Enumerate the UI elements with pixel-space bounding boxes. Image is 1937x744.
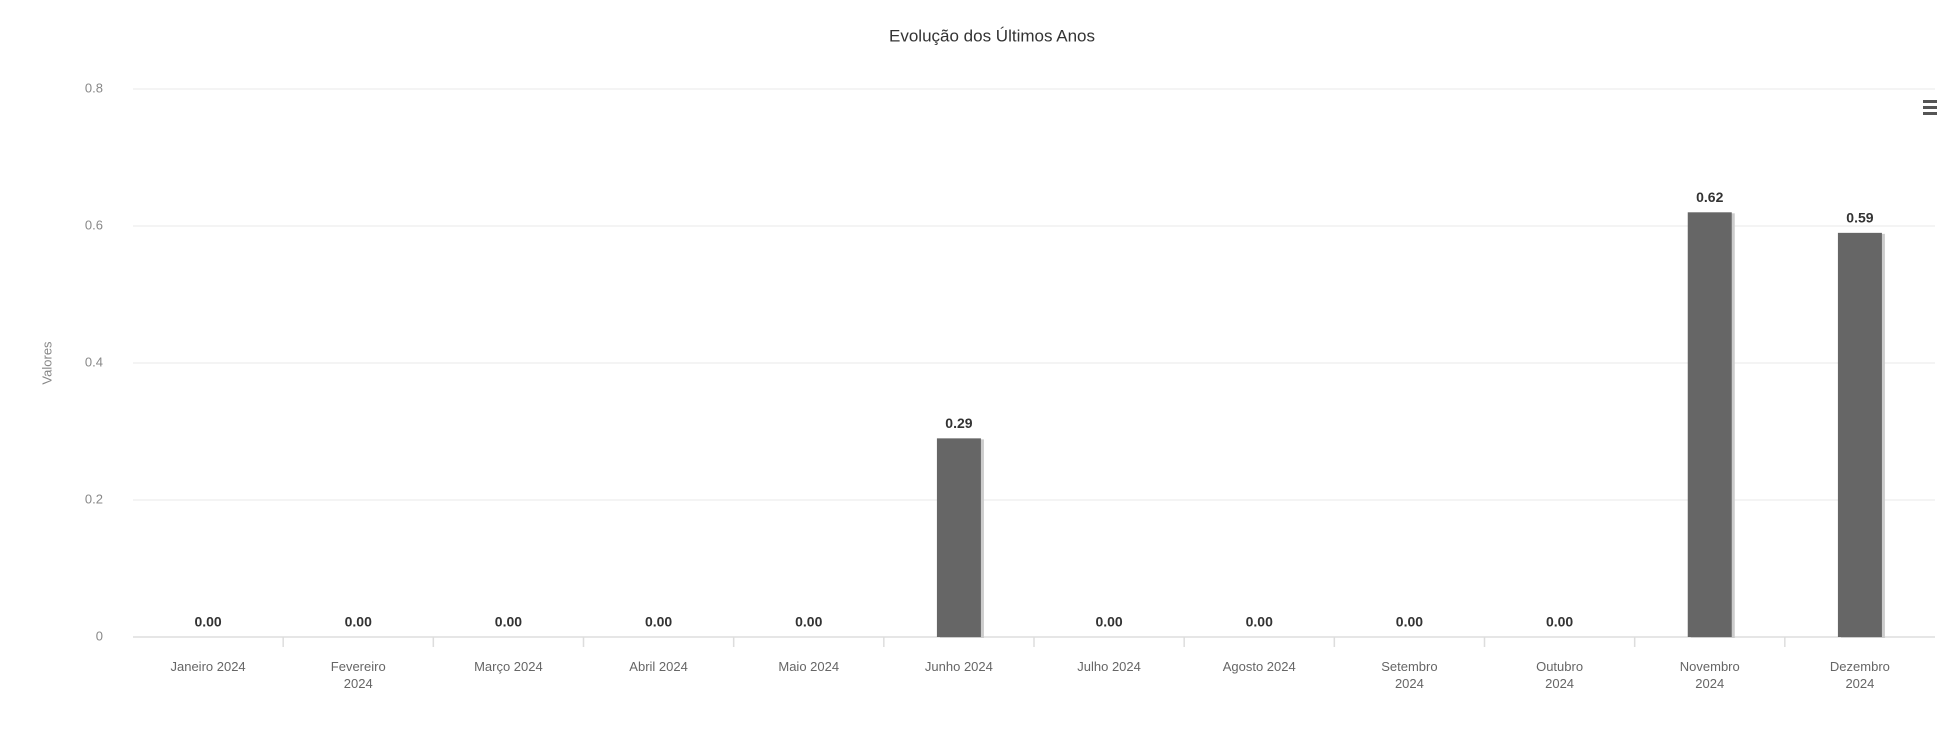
y-tick-label: 0 <box>96 628 103 643</box>
data-label: 0.00 <box>645 614 672 630</box>
x-tick-label: Janeiro 2024 <box>170 659 246 674</box>
bar <box>1837 232 1882 637</box>
x-tick-label: Abril 2024 <box>629 659 688 674</box>
x-tick-label: Novembro 2024 <box>1679 659 1740 691</box>
x-tick-label: Junho 2024 <box>924 659 993 674</box>
x-tick-label: Maio 2024 <box>778 659 840 674</box>
y-tick-label: 0.2 <box>85 491 103 506</box>
y-tick-label: 0.6 <box>85 217 103 232</box>
data-label: 0.00 <box>194 614 221 630</box>
x-tick-label: Outubro 2024 <box>1536 659 1584 691</box>
bar <box>1687 212 1732 638</box>
data-label: 0.59 <box>1846 210 1873 226</box>
y-tick-label: 0.4 <box>85 354 103 369</box>
data-label: 0.00 <box>1246 614 1273 630</box>
x-tick-label: Dezembro 2024 <box>1829 659 1890 691</box>
y-tick-label: 0.8 <box>85 80 103 95</box>
data-label: 0.00 <box>345 614 372 630</box>
y-axis-label: Valores <box>39 341 54 385</box>
x-tick-label: Março 2024 <box>474 659 543 674</box>
bar <box>936 438 981 637</box>
data-label: 0.00 <box>795 614 822 630</box>
data-label: 0.29 <box>945 415 972 431</box>
data-label: 0.00 <box>495 614 522 630</box>
x-tick-label: Fevereiro 2024 <box>330 659 386 691</box>
data-label: 0.62 <box>1696 189 1723 205</box>
data-label: 0.00 <box>1095 614 1122 630</box>
menu-button[interactable] <box>1923 100 1937 116</box>
data-label: 0.00 <box>1546 614 1573 630</box>
x-tick-label: Julho 2024 <box>1077 659 1141 674</box>
x-tick-label: Setembro 2024 <box>1381 659 1438 691</box>
chart-title: Evolução dos Últimos Anos <box>889 26 1095 45</box>
data-label: 0.00 <box>1396 614 1423 630</box>
x-tick-label: Agosto 2024 <box>1222 659 1296 674</box>
